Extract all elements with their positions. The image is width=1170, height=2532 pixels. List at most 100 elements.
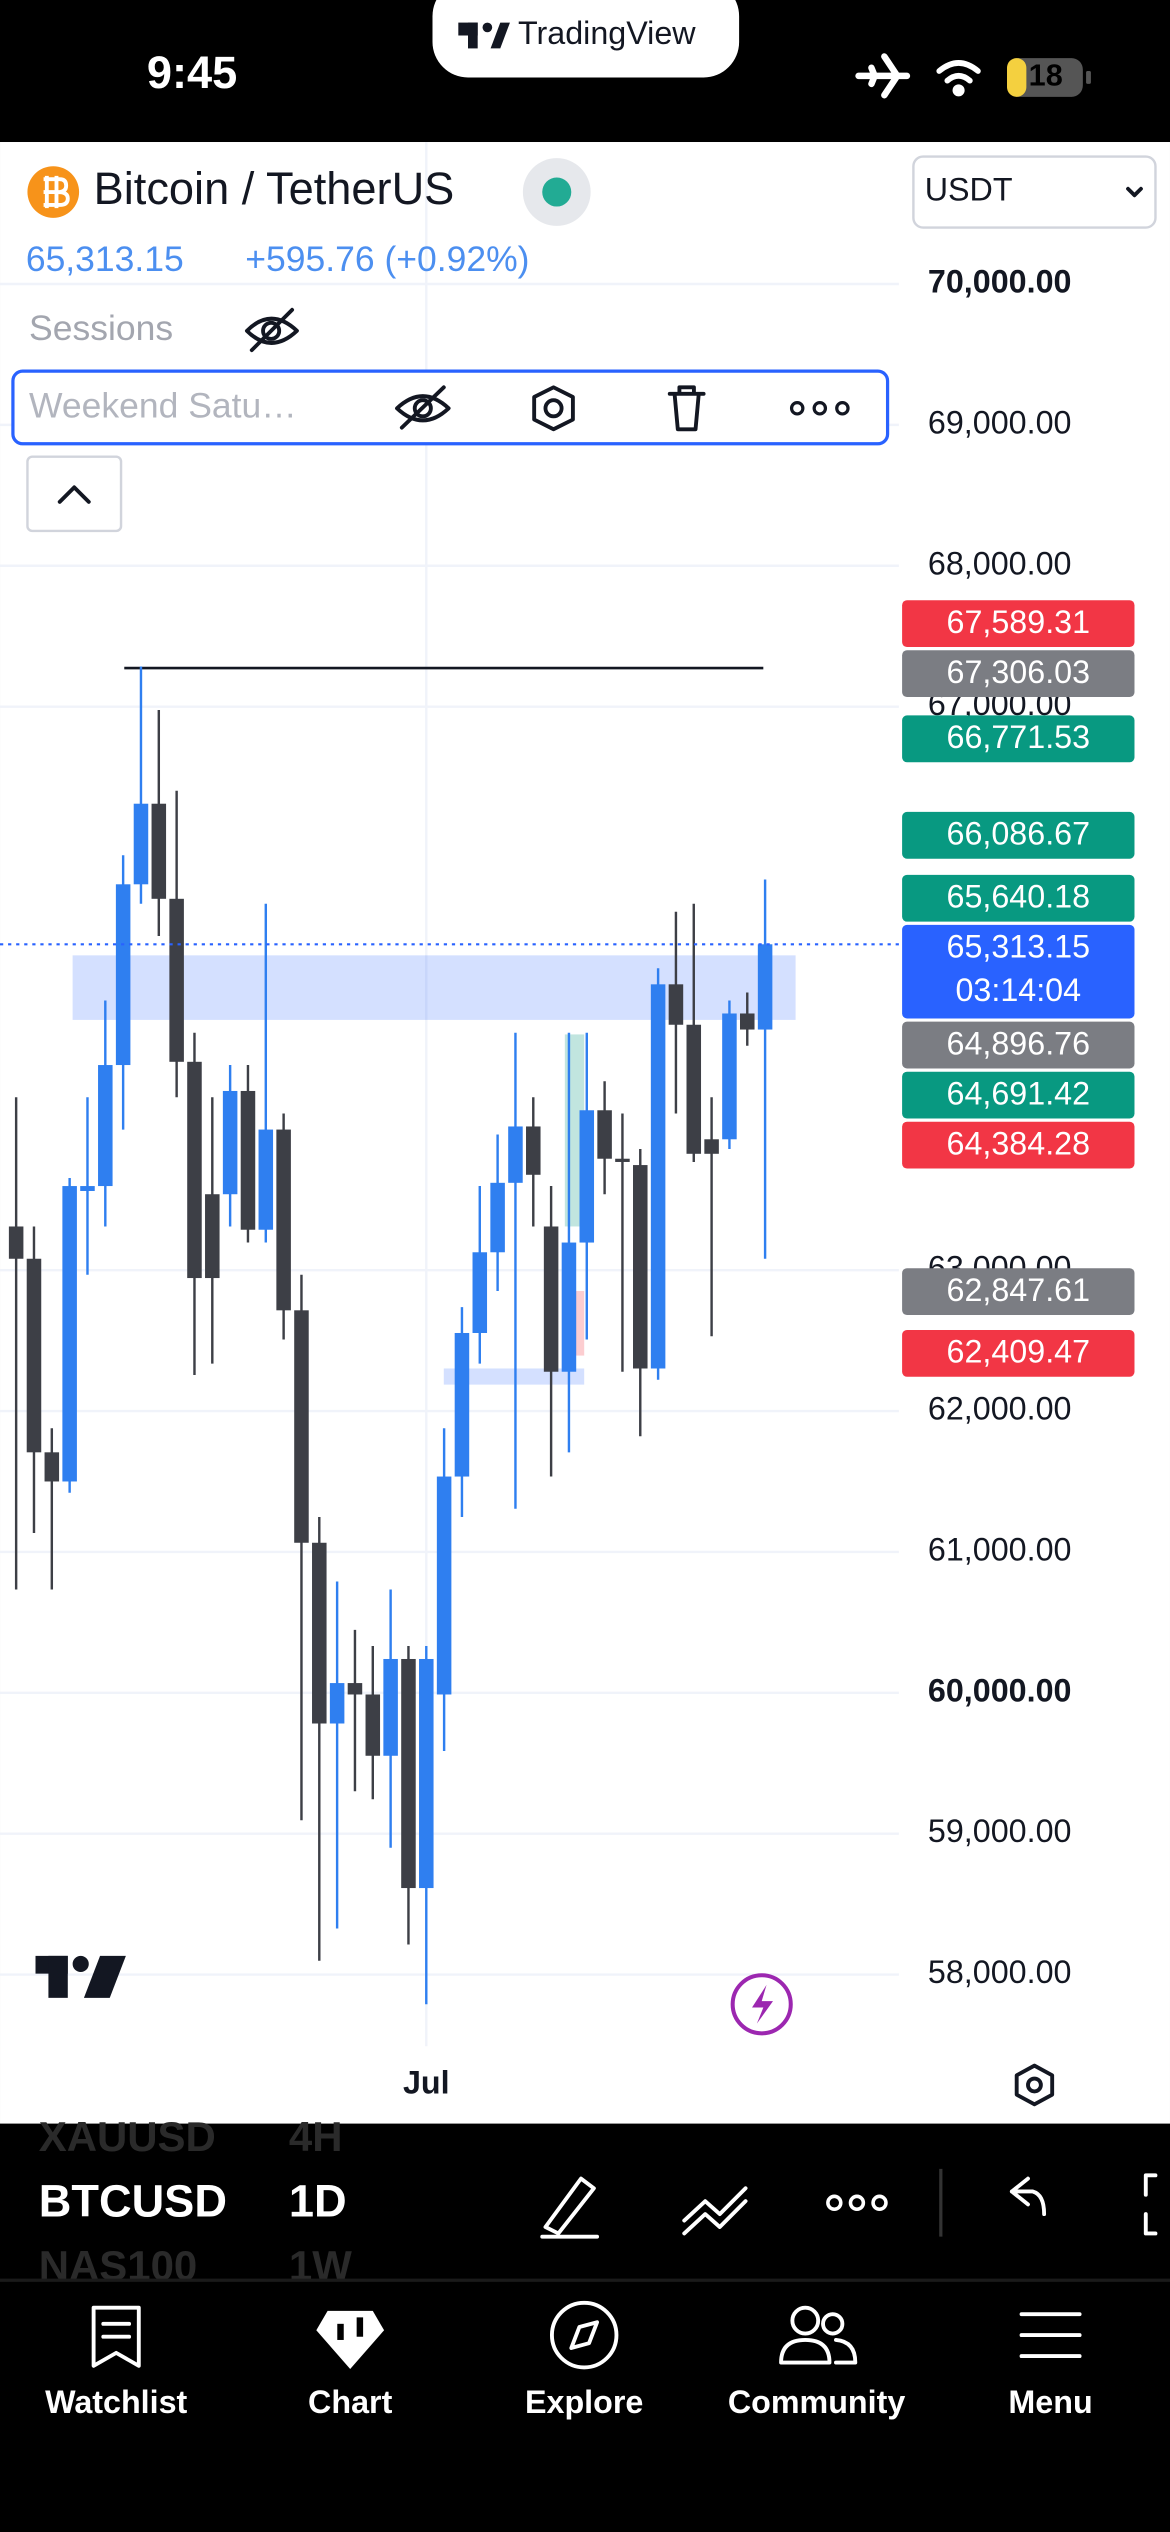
candle-body xyxy=(312,1542,327,1724)
nav-label[interactable]: Watchlist xyxy=(45,2384,187,2420)
candle-body xyxy=(436,1476,452,1695)
toolbar-more[interactable] xyxy=(826,2194,888,2212)
candle-body xyxy=(686,1024,702,1154)
airplane-icon xyxy=(855,53,911,99)
battery-level: 18 xyxy=(1029,59,1063,93)
sessions-label[interactable]: Sessions xyxy=(29,308,173,348)
y-tick-label: 62,000.00 xyxy=(928,1391,1072,1427)
nav-label[interactable]: Community xyxy=(728,2384,906,2420)
price-badge-label: 65,313.15 xyxy=(947,929,1091,965)
candle-body xyxy=(151,803,167,899)
price-badge xyxy=(902,1329,1135,1377)
price-badge-label: 62,409.47 xyxy=(947,1334,1091,1370)
community-icon[interactable] xyxy=(779,2305,858,2365)
candle-body xyxy=(8,1226,24,1259)
candle-body xyxy=(508,1126,523,1183)
candle-body xyxy=(98,1065,113,1187)
candle-body xyxy=(490,1182,505,1253)
price-badge xyxy=(902,1268,1135,1316)
hide-icon[interactable] xyxy=(244,307,299,353)
price-badge-label: 66,086.67 xyxy=(947,816,1091,852)
plot-area: 58,000.00 59,000.00 60,000.00 61,000.00 62,0… xyxy=(0,142,1135,2101)
market-status-dot xyxy=(542,177,572,207)
y-tick-label: 60,000.00 xyxy=(928,1672,1072,1708)
candle-body xyxy=(526,1126,541,1175)
clock: 9:45 xyxy=(147,47,237,98)
watchlist-icon[interactable] xyxy=(91,2305,141,2368)
price-badge xyxy=(902,650,1135,698)
nav-label[interactable]: Explore xyxy=(525,2384,643,2420)
candle-body xyxy=(579,1110,595,1243)
dropdown-arrow xyxy=(1126,186,1143,198)
candle-body xyxy=(26,1258,42,1453)
candle-body xyxy=(650,984,666,1369)
candle-body xyxy=(615,1158,630,1162)
next-symbol[interactable]: NAS100 xyxy=(39,2242,198,2289)
x-tick-label: Jul xyxy=(403,2065,450,2101)
symbol-title[interactable]: Bitcoin / TetherUS xyxy=(94,163,455,214)
explore-icon[interactable] xyxy=(549,2300,619,2370)
candle-body xyxy=(133,803,149,885)
candle-body xyxy=(365,1694,381,1756)
tv-logo-small xyxy=(458,22,510,49)
chevron-up xyxy=(57,485,91,504)
price-badge xyxy=(902,600,1135,648)
app-name: TradingView xyxy=(518,15,696,51)
app-pill xyxy=(432,0,740,78)
candle-body xyxy=(668,984,684,1025)
currency-select[interactable] xyxy=(912,155,1157,229)
last-price: 65,313.15 xyxy=(26,239,184,279)
menu-icon[interactable] xyxy=(1019,2312,1082,2359)
drawing-name[interactable]: Weekend Satu… xyxy=(29,386,297,426)
trend-icon[interactable] xyxy=(682,2186,748,2236)
bottom-area xyxy=(0,2123,1170,2532)
candle-body xyxy=(633,1165,648,1369)
hide-drawing-icon[interactable] xyxy=(395,385,451,430)
y-tick-label: 59,000.00 xyxy=(928,1813,1072,1849)
price-badge-countdown: 03:14:04 xyxy=(955,972,1081,1008)
next-interval[interactable]: 1W xyxy=(289,2242,352,2289)
delete-icon[interactable] xyxy=(667,385,706,432)
nav-bar: Watchlist Chart Explore Community Menu xyxy=(45,2384,1093,2420)
y-tick-label: 69,000.00 xyxy=(928,404,1072,440)
candle-body xyxy=(472,1252,488,1333)
nav-label[interactable]: Chart xyxy=(308,2384,393,2420)
toolbar-symbol[interactable]: BTCUSD xyxy=(39,2175,227,2226)
candle-body xyxy=(757,944,773,1030)
candle-body xyxy=(740,1013,755,1030)
candle-body xyxy=(704,1139,719,1154)
price-badge-label: 64,691.42 xyxy=(947,1075,1091,1111)
toolbar-interval[interactable]: 1D xyxy=(289,2175,347,2226)
candle-body xyxy=(294,1310,309,1543)
price-badge xyxy=(902,874,1135,922)
nav-label[interactable]: Menu xyxy=(1008,2384,1092,2420)
zone-drawing-small xyxy=(443,1368,585,1385)
fullscreen-icon[interactable] xyxy=(1143,2173,1158,2236)
bolt-icon xyxy=(752,1984,774,2024)
price-badge xyxy=(902,715,1135,763)
y-tick-label: 70,000.00 xyxy=(928,264,1072,300)
prev-symbol[interactable]: XAUUSD xyxy=(39,2113,216,2160)
y-tick-label: 61,000.00 xyxy=(928,1531,1072,1567)
candle-body xyxy=(722,1013,737,1140)
more-icon[interactable] xyxy=(789,401,850,416)
candle-body xyxy=(240,1090,256,1230)
currency-label: USDT xyxy=(925,172,1013,208)
price-badge-label: 66,771.53 xyxy=(947,719,1091,755)
price-badge-label: 62,847.61 xyxy=(947,1272,1091,1308)
collapse-button[interactable] xyxy=(26,455,123,533)
chart-settings-icon[interactable] xyxy=(1014,2063,1055,2107)
price-badge xyxy=(902,924,1135,1019)
candle-body xyxy=(258,1129,274,1230)
alert-button[interactable] xyxy=(730,1973,793,2036)
candle-body xyxy=(169,898,184,1062)
settings-icon[interactable] xyxy=(532,385,575,432)
chart-icon[interactable] xyxy=(316,2310,385,2370)
candle-body xyxy=(80,1186,95,1191)
price-badge xyxy=(902,1121,1135,1169)
undo-icon[interactable] xyxy=(1009,2176,1047,2217)
prev-interval[interactable]: 4H xyxy=(289,2113,343,2160)
draw-icon[interactable] xyxy=(540,2176,600,2239)
